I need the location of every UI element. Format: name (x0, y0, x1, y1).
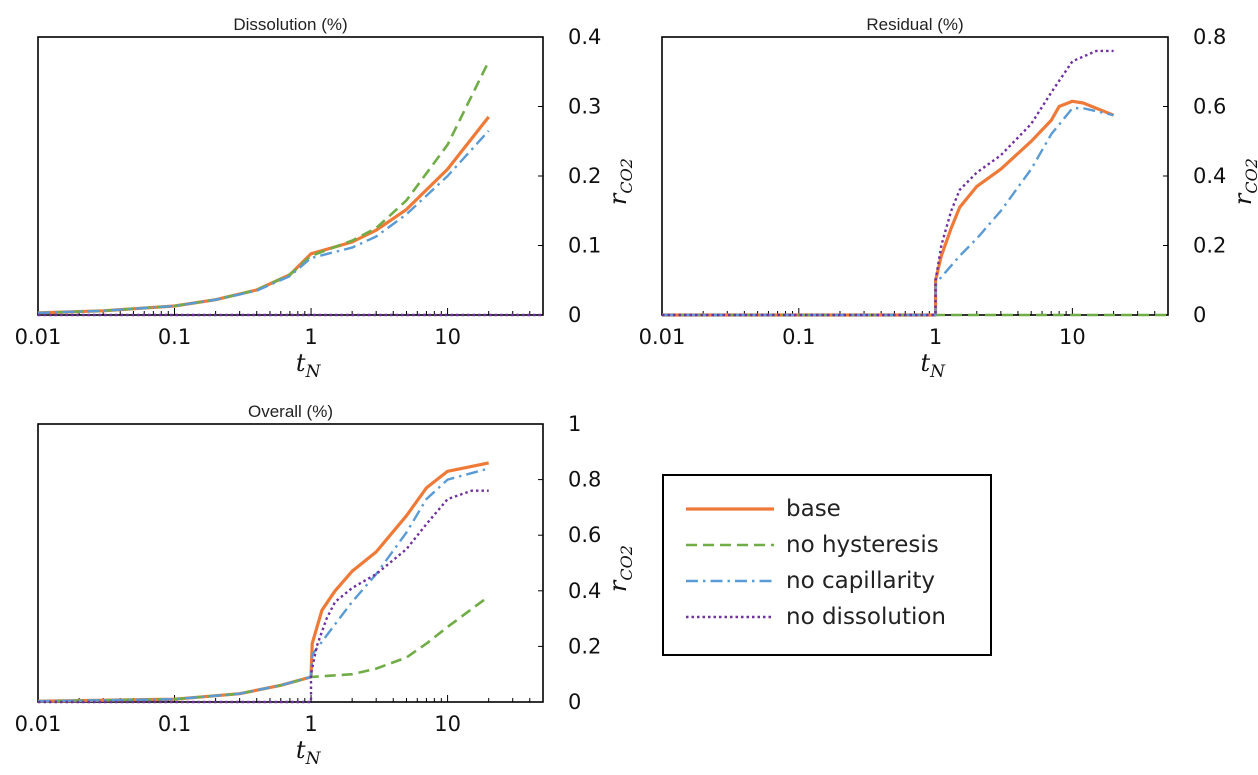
legend-item-no-capillarity: no capillarity (684, 564, 935, 598)
plot-frame (661, 36, 1169, 316)
series-line-no-capillarity (662, 106, 1114, 317)
y-tick-label: 0 (568, 690, 581, 714)
chart-title: Dissolution (%) (233, 15, 347, 34)
x-axis-label: tN (920, 349, 946, 382)
y-tick-label: 0.3 (568, 95, 601, 119)
y-tick-label: 0 (1193, 303, 1206, 327)
legend-item-no-dissolution: no dissolution (684, 600, 946, 634)
chart-2: Residual (%) 0.01 0.1 1 10 0 0.2 0.4 0.6 0.8 tN rCO… (639, 15, 1258, 382)
legend-swatch-no-dissolution (686, 615, 774, 619)
y-tick-label: 0 (568, 303, 581, 327)
series-line-no-hysteresis (37, 60, 490, 315)
y-axis-label: rCO2 (604, 158, 636, 205)
x-tick-label: 1 (929, 325, 942, 349)
y-tick-label: 0.4 (568, 579, 601, 603)
series-line-base (37, 115, 490, 315)
y-tick-label: 1 (568, 412, 581, 436)
x-axis-label: tN (296, 736, 322, 769)
y-tick-label: 0.2 (568, 634, 601, 658)
x-tick-label: 1 (304, 712, 317, 736)
x-tick-label: 0.01 (15, 712, 62, 736)
legend-label-no-hysteresis: no hysteresis (786, 532, 939, 558)
y-tick-label: 0.2 (568, 164, 601, 188)
plot-frame (37, 423, 544, 703)
legend-item-no-hysteresis: no hysteresis (684, 528, 939, 562)
series-line-no-dissolution (38, 489, 489, 704)
x-axis-label: tN (296, 349, 322, 382)
y-tick-label: 0.4 (1193, 164, 1226, 188)
legend: base no hysteresis no capillarity no dis… (662, 474, 992, 656)
legend-swatch-no-capillarity (686, 579, 774, 583)
legend-label-no-dissolution: no dissolution (786, 604, 947, 630)
legend-label-base: base (786, 496, 841, 522)
legend-swatch-base (686, 507, 774, 511)
y-tick-label: 0.8 (1193, 25, 1226, 49)
y-tick-label: 0.4 (568, 25, 601, 49)
legend-item-base: base (684, 492, 841, 526)
x-tick-label: 0.01 (639, 325, 686, 349)
y-tick-label: 0.6 (568, 523, 601, 547)
series-line-no-capillarity (37, 129, 490, 315)
x-tick-label: 0.01 (15, 325, 62, 349)
series-line-no-hysteresis (37, 595, 490, 703)
series-line-base (662, 99, 1115, 317)
x-tick-label: 10 (1059, 325, 1086, 349)
y-tick-label: 0.8 (568, 468, 601, 492)
series-line-no-dissolution (662, 49, 1114, 317)
chart-title: Residual (%) (866, 15, 963, 34)
y-tick-label: 0.6 (1193, 95, 1226, 119)
series-line-base (37, 461, 490, 703)
y-axis-label: rCO2 (604, 545, 636, 592)
x-tick-label: 0.1 (158, 712, 191, 736)
x-tick-label: 10 (434, 325, 461, 349)
legend-swatch-no-hysteresis (686, 543, 774, 547)
y-axis-label: rCO2 (1229, 158, 1258, 205)
x-tick-label: 10 (434, 712, 461, 736)
chart-1: Dissolution (%) 0.01 0.1 1 10 0 0.1 0.2 0.3 0.4 tN… (15, 15, 636, 382)
x-tick-label: 1 (304, 325, 317, 349)
x-tick-label: 0.1 (158, 325, 191, 349)
y-tick-label: 0.1 (568, 234, 601, 258)
y-tick-label: 0.2 (1193, 234, 1226, 258)
chart-3: Overall (%)0.01 0.1 1 1000.20.40.60.81tNrCO… (15, 402, 636, 769)
x-tick-label: 0.1 (782, 325, 815, 349)
legend-label-no-capillarity: no capillarity (786, 568, 936, 594)
chart-title: Overall (%) (248, 402, 333, 421)
series-line-no-capillarity (37, 467, 490, 703)
